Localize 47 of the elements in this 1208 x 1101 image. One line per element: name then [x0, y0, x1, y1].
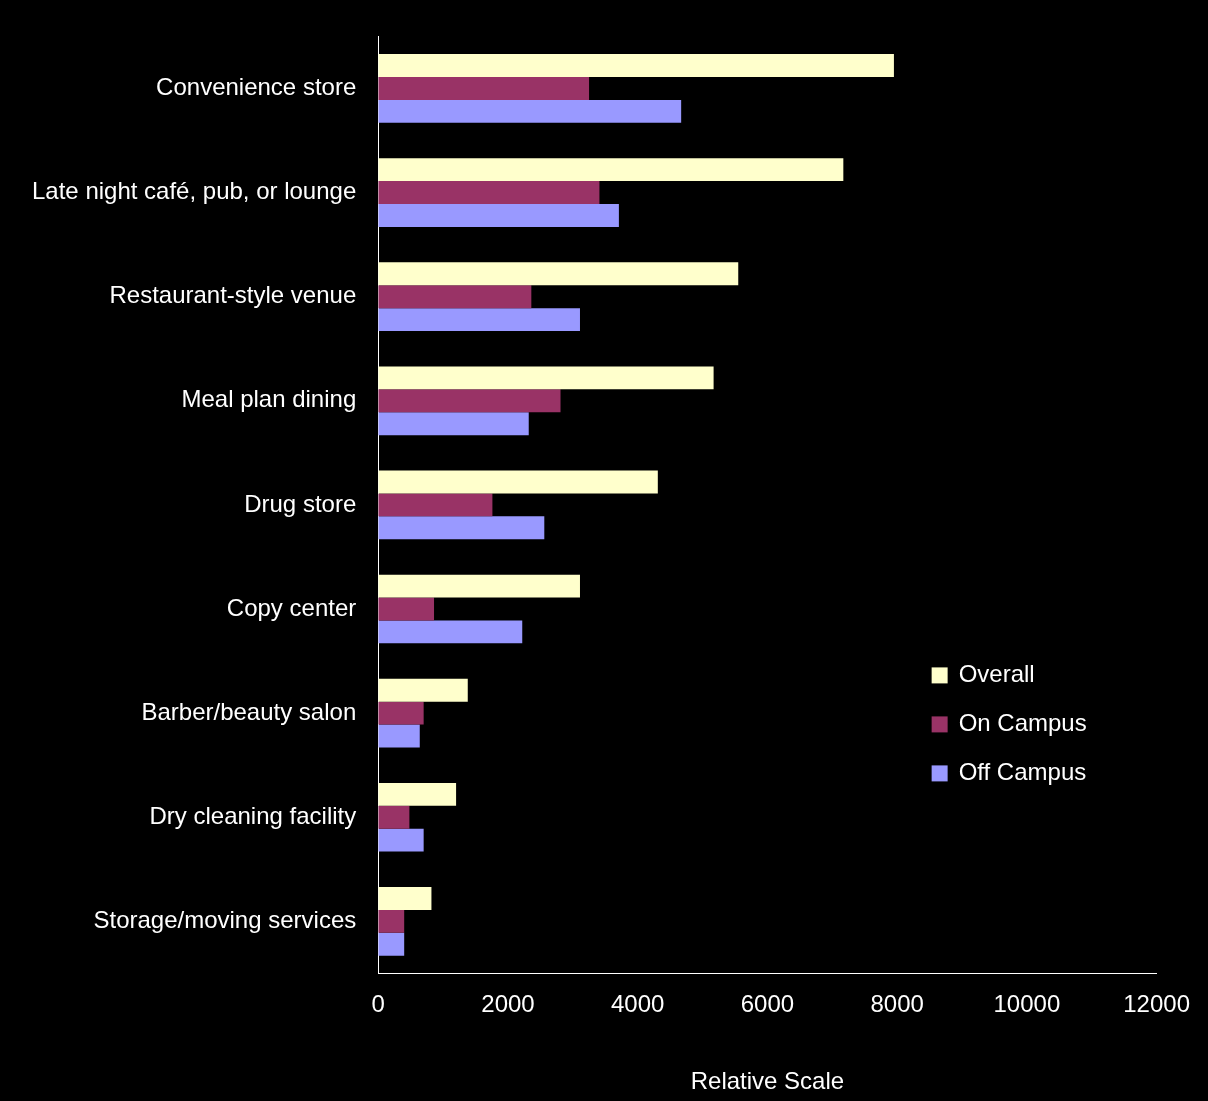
bar [378, 805, 410, 829]
bar [378, 620, 523, 644]
bar [378, 724, 420, 748]
x-tick-label: 0 [371, 990, 385, 1018]
bar [378, 516, 545, 540]
bar [378, 597, 435, 621]
bar [378, 470, 658, 494]
legend-label: On Campus [958, 709, 1087, 737]
y-tick-label: Late night café, pub, or lounge [32, 177, 357, 205]
bar [378, 701, 424, 725]
x-tick-label: 8000 [870, 990, 924, 1018]
y-tick-label: Copy center [226, 593, 357, 621]
y-tick-label: Dry cleaning facility [149, 801, 357, 829]
bar [378, 158, 844, 182]
x-tick-label: 12000 [1123, 990, 1191, 1018]
bar [378, 204, 619, 227]
y-tick-label: Drug store [244, 489, 357, 517]
x-tick-label: 6000 [740, 990, 795, 1018]
bar [378, 678, 468, 702]
bar [378, 389, 561, 413]
bar [378, 493, 493, 517]
y-tick-label: Convenience store [156, 73, 357, 101]
y-tick-label: Barber/beauty salon [141, 697, 357, 725]
bar [378, 308, 580, 332]
bar [378, 932, 405, 956]
y-tick-label: Restaurant-style venue [109, 281, 357, 309]
bar [378, 285, 532, 309]
bar [378, 262, 739, 286]
x-tick-label: 4000 [611, 990, 665, 1018]
x-axis-title: Relative Scale [690, 1067, 845, 1095]
legend-label: Off Campus [958, 758, 1087, 786]
bar [378, 909, 405, 933]
x-tick-label: 10000 [993, 990, 1061, 1018]
bar [378, 886, 432, 910]
bar [378, 54, 894, 77]
y-tick-label: Meal plan dining [181, 385, 357, 413]
y-tick-label: Storage/moving services [93, 905, 357, 933]
bar [378, 782, 457, 806]
bar [378, 574, 580, 598]
x-tick-label: 2000 [481, 990, 535, 1018]
bar [378, 366, 714, 390]
bar [378, 412, 529, 436]
legend-label: Overall [958, 660, 1035, 688]
bar [378, 99, 682, 123]
bar [378, 828, 424, 852]
bar [378, 181, 600, 205]
bar [378, 77, 590, 100]
